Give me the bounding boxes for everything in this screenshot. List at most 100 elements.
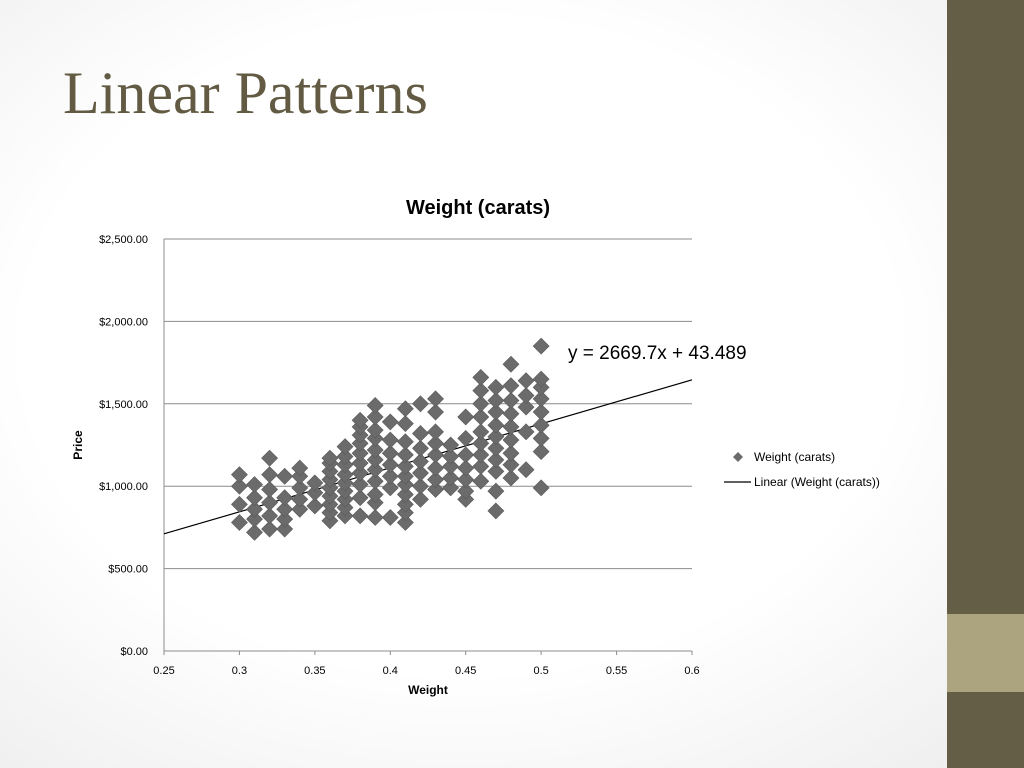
data-point <box>472 446 490 464</box>
data-point <box>381 467 399 485</box>
data-point <box>351 454 369 472</box>
data-point <box>351 507 369 525</box>
data-point <box>246 476 263 493</box>
data-point <box>487 428 505 446</box>
data-point <box>532 403 550 421</box>
data-point <box>532 390 550 408</box>
data-point <box>472 382 490 400</box>
axes <box>163 239 693 655</box>
y-tick-label: $1,500.00 <box>99 399 148 411</box>
data-point <box>427 446 444 464</box>
chart-labels: $0.00 $500.00 $1,000.00 $1,500.00 $2,000.00 $… <box>71 197 747 697</box>
data-point <box>532 416 550 434</box>
data-point <box>532 337 550 355</box>
x-tick-label: 0.3 <box>232 665 247 677</box>
data-point <box>487 451 505 469</box>
x-tick-label: 0.35 <box>304 665 325 677</box>
data-point <box>517 398 535 416</box>
data-point <box>396 415 414 433</box>
data-point <box>351 464 369 482</box>
data-point <box>246 523 263 541</box>
data-point <box>532 429 550 447</box>
x-axis-title: Weight <box>408 683 448 697</box>
data-point <box>487 502 505 520</box>
data-point <box>427 471 444 489</box>
data-point <box>532 370 550 388</box>
data-point <box>532 443 550 461</box>
y-tick-label: $1,000.00 <box>99 481 148 493</box>
legend-label-series: Weight (carats) <box>754 450 835 464</box>
data-point <box>306 474 324 492</box>
data-point <box>472 423 490 441</box>
data-point <box>261 507 279 525</box>
data-point <box>366 472 384 490</box>
x-tick-label: 0.55 <box>606 665 627 677</box>
data-point <box>351 476 369 493</box>
data-point <box>502 392 520 409</box>
data-point <box>366 451 384 469</box>
data-point <box>532 479 550 497</box>
data-point <box>231 495 248 513</box>
data-point <box>396 495 414 513</box>
data-point <box>246 510 263 528</box>
data-point <box>412 477 429 495</box>
x-tick-label: 0.45 <box>455 665 476 677</box>
data-point <box>261 494 279 512</box>
trendline-equation: y = 2669.7x + 43.489 <box>568 343 747 364</box>
data-point <box>306 497 324 515</box>
data-point <box>321 449 339 467</box>
data-point <box>487 392 505 409</box>
data-point <box>291 479 309 497</box>
data-point <box>381 509 399 526</box>
data-point <box>442 436 460 454</box>
data-point <box>517 387 535 404</box>
data-point <box>472 408 490 426</box>
scatter-chart: $0.00 $500.00 $1,000.00 $1,500.00 $2,000.00 $… <box>71 197 880 697</box>
data-point <box>472 434 490 452</box>
sidebar-accent-block <box>947 614 1024 692</box>
data-point <box>396 514 414 531</box>
data-point <box>396 457 414 475</box>
data-point <box>351 411 369 429</box>
data-point <box>246 500 263 518</box>
data-point <box>381 444 399 462</box>
chart-legend: Weight (carats) Linear (Weight (carats)) <box>724 450 880 489</box>
data-point <box>261 449 279 467</box>
data-point <box>442 469 460 487</box>
data-point <box>502 431 520 449</box>
data-point <box>366 486 384 503</box>
data-point <box>231 466 248 484</box>
data-point <box>487 482 505 500</box>
data-point <box>457 459 475 477</box>
data-point <box>517 372 535 390</box>
data-point <box>487 439 505 457</box>
y-tick-label: $2,000.00 <box>99 316 148 328</box>
data-point <box>306 484 324 502</box>
data-point <box>351 489 369 507</box>
y-tick-label: $2,500.00 <box>99 234 148 246</box>
data-point <box>396 433 414 451</box>
data-point <box>396 400 414 418</box>
data-point <box>261 520 279 538</box>
data-point <box>231 514 248 531</box>
data-point <box>366 421 384 439</box>
data-point <box>502 377 520 395</box>
chart-title: Weight (carats) <box>406 197 550 219</box>
data-point <box>472 472 490 490</box>
data-point <box>291 459 309 477</box>
y-axis-title: Price <box>71 430 85 460</box>
data-point <box>412 395 429 413</box>
legend-label-trendline: Linear (Weight (carats)) <box>754 475 880 489</box>
data-point <box>502 469 520 487</box>
data-point <box>396 486 414 503</box>
data-point <box>457 408 475 426</box>
data-point <box>487 462 505 480</box>
data-point <box>427 403 444 421</box>
data-point <box>412 490 429 508</box>
data-point <box>366 408 384 426</box>
data-point <box>502 444 520 462</box>
data-point <box>442 479 460 497</box>
data-point <box>457 471 475 489</box>
data-point <box>487 403 505 421</box>
data-point <box>396 446 414 464</box>
